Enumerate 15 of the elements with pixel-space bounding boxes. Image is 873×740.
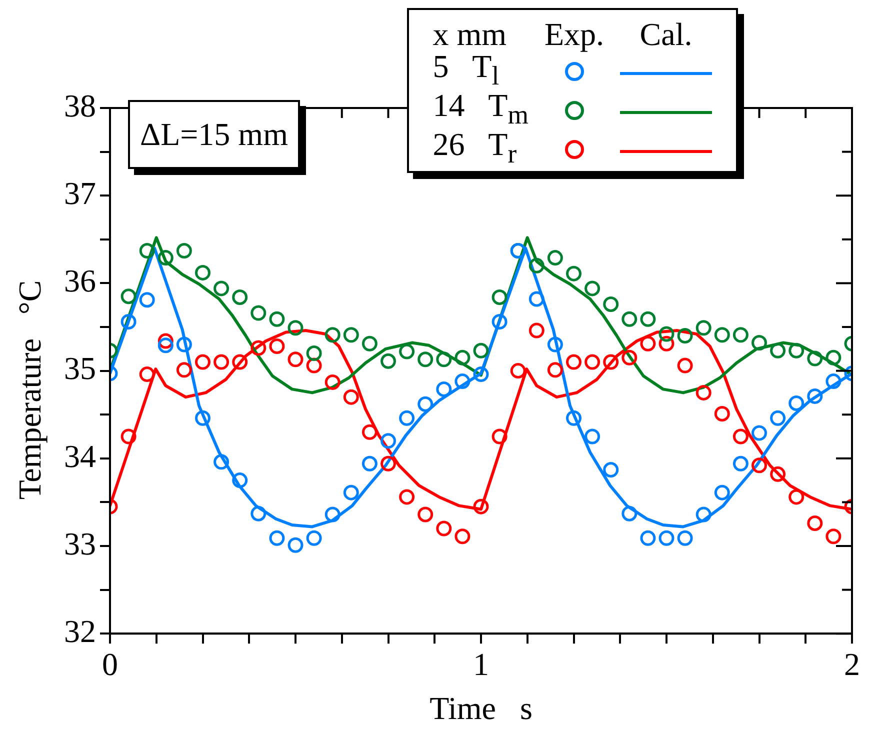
- annotation: ΔL=15 mm: [128, 100, 300, 169]
- y-tick-label: 34: [64, 438, 96, 474]
- x-tick-label: 2: [844, 646, 860, 682]
- y-axis-title: Temperature °C: [12, 280, 48, 500]
- y-tick-label: 32: [64, 613, 96, 650]
- x-tick-label: 1: [473, 646, 489, 682]
- y-tick-label: 35: [64, 350, 96, 386]
- y-tick-label: 33: [64, 525, 96, 562]
- x-tick-label: 0: [102, 646, 118, 682]
- x-axis-title: Time s: [430, 690, 532, 727]
- y-tick-label: 37: [64, 175, 96, 212]
- y-tick-label: 38: [64, 87, 96, 124]
- text: Exp.: [543, 16, 605, 52]
- y-tick-label: 36: [64, 262, 96, 299]
- text: Cal.: [638, 16, 694, 52]
